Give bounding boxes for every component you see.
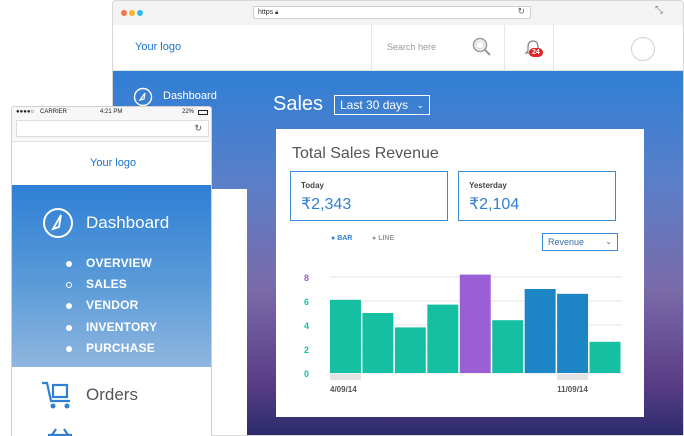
chart-bar bbox=[427, 304, 459, 373]
app-logo[interactable]: Your logo bbox=[90, 157, 137, 169]
nav-item-label: OVERVIEW bbox=[86, 256, 153, 270]
expand-icon[interactable]: ⤡ bbox=[655, 5, 663, 16]
line-toggle-label: LINE bbox=[378, 235, 395, 242]
chart-bar bbox=[524, 289, 556, 373]
chart-bar bbox=[492, 320, 524, 373]
address-bar[interactable]: https 🔒︎ ↻ bbox=[253, 6, 531, 19]
mobile-header: Your logo bbox=[12, 141, 211, 185]
metric-value: Revenue bbox=[548, 237, 585, 247]
nav-item-overview[interactable]: OVERVIEW bbox=[66, 256, 152, 270]
clock: 4:21 PM bbox=[100, 109, 123, 115]
url-text: https bbox=[258, 9, 274, 16]
search-input[interactable]: Search here bbox=[387, 42, 437, 52]
bullet-icon bbox=[66, 325, 72, 331]
line-toggle[interactable]: ● LINE bbox=[372, 235, 395, 242]
mobile-nav: Dashboard OVERVIEW SALES VENDOR INVENTOR… bbox=[12, 185, 211, 367]
search-icon[interactable] bbox=[472, 37, 492, 57]
nav-item-inventory[interactable]: INVENTORY bbox=[66, 320, 157, 334]
sales-bar-chart: 0 2 4 6 8 4/09/14 11/09/14 bbox=[304, 273, 622, 394]
bullet-icon bbox=[66, 261, 72, 267]
maximize-dot[interactable] bbox=[137, 10, 143, 16]
bullet-icon bbox=[66, 346, 72, 352]
desktop-browser-window: https 🔒︎ ↻ ⤡ Your logo Search here 24 Da… bbox=[112, 0, 684, 436]
status-bar: ●●●●○ CARRIER 4:21 PM 22% bbox=[12, 107, 211, 118]
signal-icon: ●●●●○ bbox=[16, 109, 35, 115]
nav-item-purchase[interactable]: PURCHASE bbox=[66, 341, 155, 355]
notification-badge: 24 bbox=[529, 48, 543, 57]
cart-box-icon bbox=[42, 381, 70, 409]
x-tick-label: 11/09/14 bbox=[557, 385, 588, 394]
header-divider bbox=[553, 25, 554, 71]
revenue-card: Total Sales Revenue Today ₹2,343 Yesterd… bbox=[276, 129, 644, 417]
reload-icon[interactable]: ↻ bbox=[194, 123, 202, 133]
app-logo[interactable]: Your logo bbox=[135, 41, 182, 53]
bullet-icon bbox=[66, 282, 72, 288]
chart-bar bbox=[362, 313, 394, 373]
carrier-name: CARRIER bbox=[40, 109, 68, 115]
chart-bar bbox=[394, 327, 426, 373]
y-tick-label: 6 bbox=[304, 297, 309, 307]
app-header: Your logo Search here 24 bbox=[113, 25, 683, 71]
today-label: Today bbox=[301, 181, 324, 190]
bar-toggle[interactable]: ● BAR bbox=[331, 235, 353, 242]
sidebar-item-dashboard[interactable]: Dashboard bbox=[163, 90, 217, 102]
date-range-value: Last 30 days bbox=[340, 98, 409, 112]
x-tick-marker bbox=[557, 374, 589, 380]
chart-bar bbox=[330, 299, 361, 373]
x-tick-label: 4/09/14 bbox=[330, 385, 357, 394]
y-tick-label: 4 bbox=[304, 321, 309, 331]
dashboard-gauge-icon bbox=[133, 87, 153, 107]
sidebar-panel bbox=[211, 189, 247, 435]
page-title: Sales bbox=[273, 93, 324, 115]
nav-item-sales[interactable]: SALES bbox=[66, 277, 127, 291]
nav-item-label: INVENTORY bbox=[86, 320, 158, 334]
close-dot[interactable] bbox=[121, 10, 127, 16]
y-tick-label: 0 bbox=[304, 369, 309, 379]
basket-icon bbox=[48, 428, 72, 436]
search-area: Search here bbox=[371, 25, 505, 71]
y-tick-label: 2 bbox=[304, 345, 309, 355]
reload-icon[interactable]: ↻ bbox=[517, 6, 525, 16]
nav-item-label: VENDOR bbox=[86, 298, 139, 312]
nav-title[interactable]: Dashboard bbox=[86, 213, 170, 232]
chart-bar bbox=[459, 274, 491, 373]
chevron-down-icon: ⌄ bbox=[416, 100, 424, 110]
x-tick-marker bbox=[330, 374, 361, 380]
mobile-address-bar[interactable]: ↻ bbox=[16, 120, 209, 137]
y-tick-label: 8 bbox=[304, 273, 309, 283]
today-stat: Today ₹2,343 bbox=[290, 171, 448, 221]
chart-bar bbox=[589, 341, 621, 373]
nav-item-vendor[interactable]: VENDOR bbox=[66, 298, 139, 312]
chart-bar bbox=[557, 293, 589, 373]
nav-item-label: SALES bbox=[86, 277, 128, 291]
mobile-device: ●●●●○ CARRIER 4:21 PM 22% ↻ Your logo Da… bbox=[11, 106, 212, 436]
nav-item-label: Orders bbox=[86, 385, 138, 404]
battery-percent: 22% bbox=[182, 109, 195, 115]
today-value: ₹2,343 bbox=[301, 196, 352, 213]
chevron-down-icon: ⌄ bbox=[605, 237, 612, 246]
yesterday-value: ₹2,104 bbox=[469, 196, 520, 213]
yesterday-label: Yesterday bbox=[469, 181, 507, 190]
nav-item-orders[interactable]: Orders bbox=[12, 367, 211, 436]
battery-icon bbox=[198, 110, 208, 115]
metric-select[interactable]: Revenue ⌄ bbox=[542, 233, 618, 251]
card-title: Total Sales Revenue bbox=[292, 145, 439, 162]
minimize-dot[interactable] bbox=[129, 10, 135, 16]
nav-item-label: PURCHASE bbox=[86, 341, 155, 355]
yesterday-stat: Yesterday ₹2,104 bbox=[458, 171, 616, 221]
avatar[interactable] bbox=[631, 37, 655, 61]
bullet-icon bbox=[66, 303, 72, 309]
bar-toggle-label: BAR bbox=[337, 235, 353, 242]
date-range-select[interactable]: Last 30 days ⌄ bbox=[334, 95, 430, 115]
lock-icon: 🔒︎ bbox=[275, 10, 279, 16]
dashboard-gauge-icon bbox=[43, 208, 73, 238]
